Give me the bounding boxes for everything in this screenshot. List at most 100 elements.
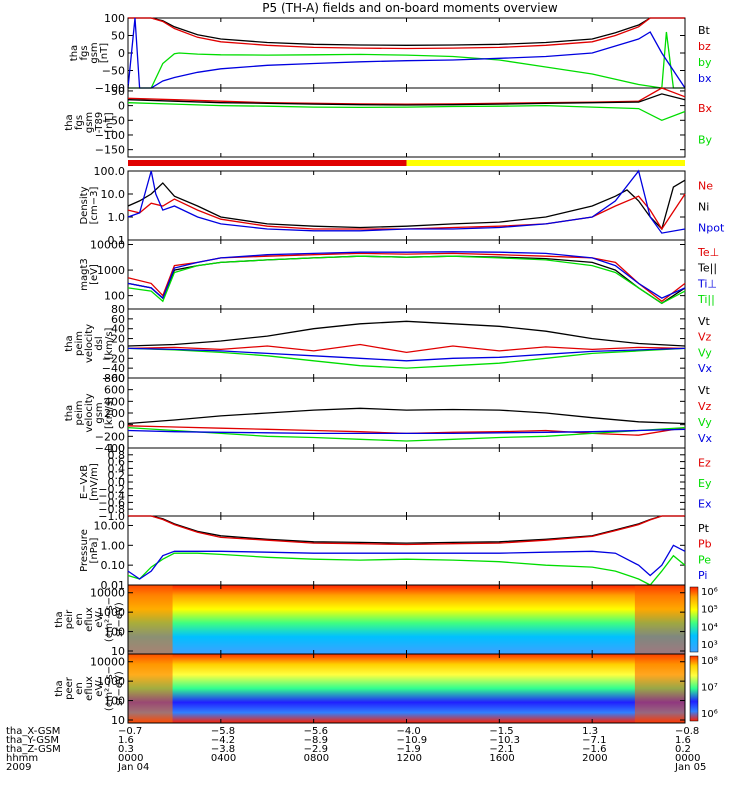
- panel-frame: [127, 377, 686, 449]
- footer-value: −1.9: [397, 744, 421, 755]
- y-tick-label: 0.6: [108, 456, 126, 469]
- series-line: [127, 544, 686, 580]
- footer-value: −0.7: [118, 726, 142, 737]
- colorbar-tick-label: 10⁵: [701, 605, 718, 616]
- legend-entry: Te||: [697, 262, 717, 275]
- panel-frame: [127, 17, 686, 89]
- colorbar-tick-label: 10³: [701, 640, 718, 651]
- footer-value: 0.3: [118, 744, 134, 755]
- y-axis-label: gsm: [94, 402, 105, 423]
- legend-entry: Bt: [698, 24, 711, 37]
- y-tick-label: 100: [104, 12, 125, 25]
- series-line: [127, 407, 686, 425]
- y-tick-label: 1.0: [108, 211, 126, 224]
- y-tick-label: −0.2: [98, 483, 125, 496]
- series-line: [127, 102, 686, 122]
- y-axis-label: [km/s]: [104, 397, 115, 429]
- y-tick-label: 600: [104, 384, 125, 397]
- footer-value: Jan 05: [674, 762, 706, 773]
- y-axis-label: [nPa]: [89, 537, 100, 563]
- legend-entry: Te⊥: [697, 246, 719, 259]
- colorbar-tick-label: 10⁶: [701, 587, 718, 598]
- colorbar: [689, 655, 699, 722]
- footer-value: −10.3: [489, 735, 520, 746]
- footer-row-label: tha_Z-GSM: [6, 744, 61, 755]
- legend-entry: By: [698, 133, 713, 146]
- series-line: [127, 343, 686, 354]
- footer-value: 1200: [397, 753, 422, 764]
- y-axis-label: sr−eV): [114, 602, 125, 637]
- series-line: [128, 515, 685, 546]
- y-axis-label: E−VxB: [79, 465, 90, 499]
- y-axis-label: peim: [74, 400, 85, 425]
- series-line: [127, 252, 686, 303]
- legend-entry: Vx: [698, 432, 713, 445]
- y-axis-label: [km/s]: [104, 327, 115, 359]
- footer-row-label: tha_X-GSM: [6, 726, 60, 737]
- y-axis-label: tha: [69, 45, 80, 61]
- y-tick-label: −1.0: [98, 510, 125, 523]
- y-tick-label: −100: [95, 129, 125, 142]
- y-tick-label: −100: [95, 82, 125, 95]
- footer-value: Jan 04: [117, 762, 149, 773]
- legend-entry: Ne: [698, 180, 713, 193]
- series-line: [127, 255, 686, 305]
- panel-frame: [127, 447, 686, 517]
- y-axis-label: eV/: [94, 680, 105, 697]
- y-axis-label: peir: [64, 609, 75, 629]
- series-line: [128, 31, 685, 89]
- legend-entry: Vz: [698, 331, 712, 344]
- spectrogram-edge-left: [128, 585, 173, 654]
- footer-value: 0000: [675, 753, 700, 764]
- footer-value: 0400: [211, 753, 236, 764]
- y-axis-label: [eV]: [89, 264, 100, 285]
- spectrogram-fill: [128, 654, 685, 723]
- y-tick-label: 400: [104, 395, 125, 408]
- legend-entry: Pi: [698, 569, 707, 582]
- series-line: [127, 169, 686, 234]
- footer-row-label: tha_Y-GSM: [6, 735, 59, 746]
- y-tick-label: −200: [95, 430, 125, 443]
- y-tick-label: 100: [104, 626, 125, 639]
- footer-value: −3.8: [211, 744, 235, 755]
- y-tick-label: −0.6: [98, 496, 125, 509]
- colorbar: [689, 586, 699, 653]
- series-line: [127, 193, 686, 231]
- y-tick-label: −40: [102, 362, 125, 375]
- footer-value: −4.0: [397, 726, 421, 737]
- y-axis-label: peim: [74, 331, 85, 356]
- colorbar-tick-label: 10⁶: [701, 709, 718, 720]
- y-tick-label: 0.0: [108, 476, 126, 489]
- y-tick-label: 0: [118, 342, 125, 355]
- page-title: P5 (TH-A) fields and on-board moments ov…: [262, 1, 558, 15]
- series-line: [127, 347, 686, 362]
- spectrogram-edge-left: [128, 654, 173, 723]
- y-tick-label: 200: [104, 407, 125, 420]
- y-tick-label: 10000: [90, 656, 125, 669]
- footer-row-label: hhmm: [6, 753, 38, 764]
- y-axis-label: dsl: [94, 336, 105, 350]
- series-line: [127, 347, 686, 369]
- y-tick-label: 0.10: [101, 559, 126, 572]
- y-tick-label: 1.0: [108, 442, 126, 455]
- legend-entry: Ez: [698, 456, 711, 469]
- y-axis-label: eV/: [94, 611, 105, 628]
- footer-value: −4.2: [211, 735, 235, 746]
- legend-entry: Vt: [698, 315, 711, 328]
- mode-bar-segment: [406, 160, 685, 166]
- y-axis-label: tha: [64, 114, 75, 130]
- footer-value: 1600: [489, 753, 514, 764]
- series-line: [127, 320, 686, 347]
- series-line: [127, 179, 686, 231]
- footer-value: −2.1: [489, 744, 513, 755]
- footer-value: −8.9: [304, 735, 328, 746]
- y-tick-label: 10.00: [94, 519, 126, 532]
- y-axis-label: tha: [54, 611, 65, 627]
- y-tick-label: 0.01: [101, 579, 126, 592]
- spectrogram-edge-right: [634, 585, 685, 654]
- series-line: [127, 93, 686, 106]
- y-tick-label: −60: [102, 372, 125, 385]
- y-axis-label: velocity: [84, 393, 95, 432]
- y-tick-label: 10000: [90, 239, 125, 252]
